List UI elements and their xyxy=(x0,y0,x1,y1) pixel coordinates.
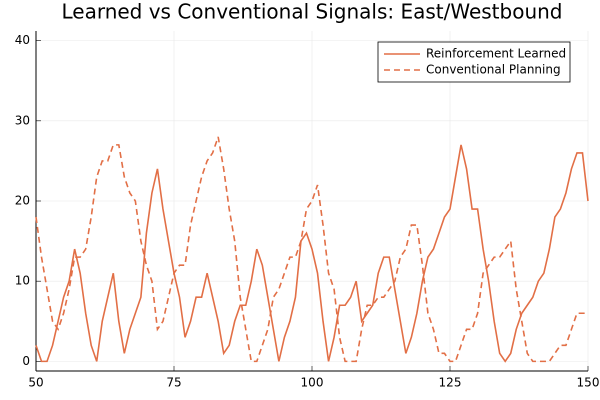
x-tick-label: 75 xyxy=(166,376,181,390)
legend-label: Reinforcement Learned xyxy=(426,47,566,61)
y-tick-label: 20 xyxy=(15,194,30,208)
line-series xyxy=(35,144,589,363)
y-tick-label: 10 xyxy=(15,274,30,288)
x-tick-label: 100 xyxy=(301,376,324,390)
y-tick-label: 0 xyxy=(22,354,30,368)
x-tick-label: 150 xyxy=(577,376,600,390)
legend-label: Conventional Planning xyxy=(426,63,561,77)
legend-box xyxy=(377,41,571,83)
y-tick-label: 40 xyxy=(15,33,30,47)
chart-title: Learned vs Conventional Signals: East/We… xyxy=(61,0,562,24)
y-tick-label: 30 xyxy=(15,113,30,127)
x-tick-label: 125 xyxy=(439,376,462,390)
x-tick-label: 50 xyxy=(28,376,43,390)
